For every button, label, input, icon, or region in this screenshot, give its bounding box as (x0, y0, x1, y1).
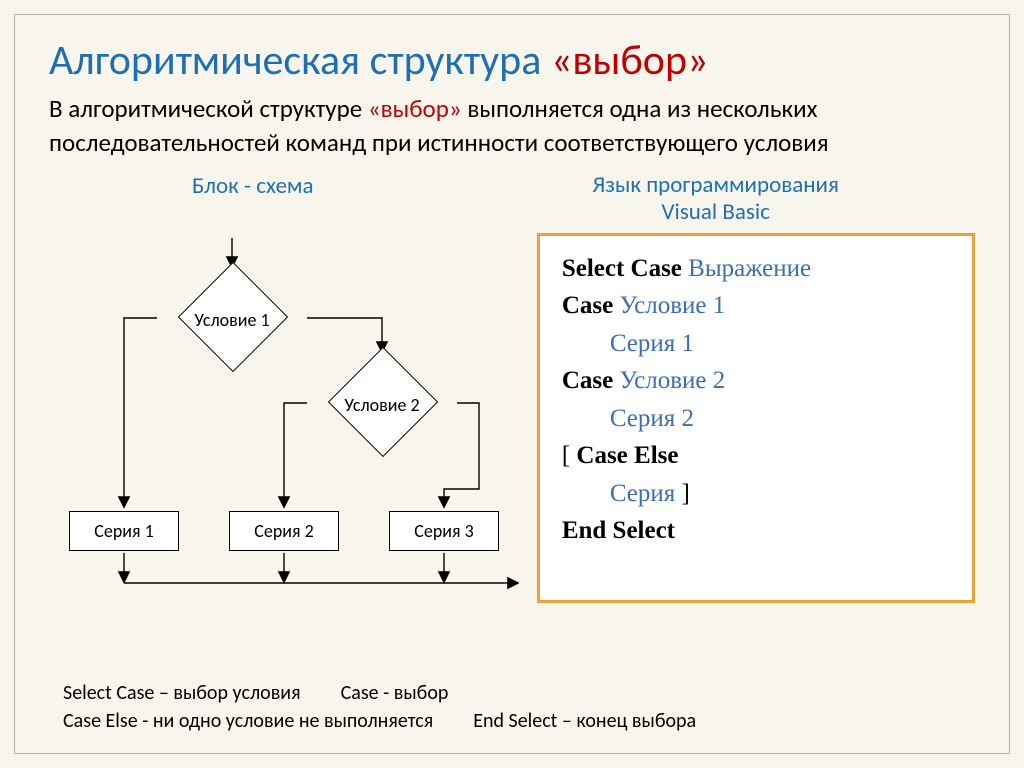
footer-glossary: Select Case – выбор условия Case - выбор… (63, 679, 961, 735)
subhead-code-line2: Visual Basic (661, 198, 769, 226)
desc-quoted: «выбор» (368, 93, 462, 124)
content-row: Условие 1 Условие 2 Серия 1 Серия 2 Сери… (49, 233, 975, 603)
slide-title: Алгоритмическая структура «выбор» (49, 35, 975, 86)
process-series3: Серия 3 (389, 511, 499, 551)
footer-select-case: Select Case – выбор условия (63, 679, 301, 707)
subhead-code: Язык программирования Visual Basic (456, 172, 975, 227)
title-quoted: «выбор» (551, 35, 709, 86)
desc-pre: В алгоритмической структуре (49, 93, 368, 124)
subhead-flowchart: Блок - схема (49, 172, 456, 227)
code-line-1: Select Case Выражение (562, 250, 952, 288)
process-series2: Серия 2 (229, 511, 339, 551)
footer-end-select: End Select – конец выбора (473, 707, 696, 735)
code-line-3: Серия 1 (562, 325, 952, 363)
title-prefix: Алгоритмическая структура (49, 35, 551, 86)
code-line-4: Case Условие 2 (562, 362, 952, 400)
subheadings-row: Блок - схема Язык программирования Visua… (49, 172, 975, 227)
footer-case-else: Case Else - ни одно условие не выполняет… (63, 707, 433, 735)
code-line-6: [ Case Else (562, 437, 952, 475)
code-box: Select Case Выражение Case Условие 1 Сер… (537, 233, 975, 603)
decision-cond1-label: Условие 1 (172, 309, 292, 331)
description: В алгоритмической структуре «выбор» выпо… (49, 92, 975, 160)
footer-row-2: Case Else - ни одно условие не выполняет… (63, 707, 961, 735)
code-line-8: End Select (562, 512, 952, 550)
decision-cond2-label: Условие 2 (322, 394, 442, 416)
code-line-5: Серия 2 (562, 400, 952, 438)
code-line-7: Серия ] (562, 475, 952, 513)
flowchart: Условие 1 Условие 2 Серия 1 Серия 2 Сери… (49, 233, 517, 603)
footer-case: Case - выбор (341, 679, 449, 707)
process-series1: Серия 1 (69, 511, 179, 551)
subhead-code-line1: Язык программирования (593, 171, 839, 199)
footer-row-1: Select Case – выбор условия Case - выбор (63, 679, 961, 707)
code-line-2: Case Условие 1 (562, 287, 952, 325)
slide-frame: Алгоритмическая структура «выбор» В алго… (14, 14, 1010, 754)
